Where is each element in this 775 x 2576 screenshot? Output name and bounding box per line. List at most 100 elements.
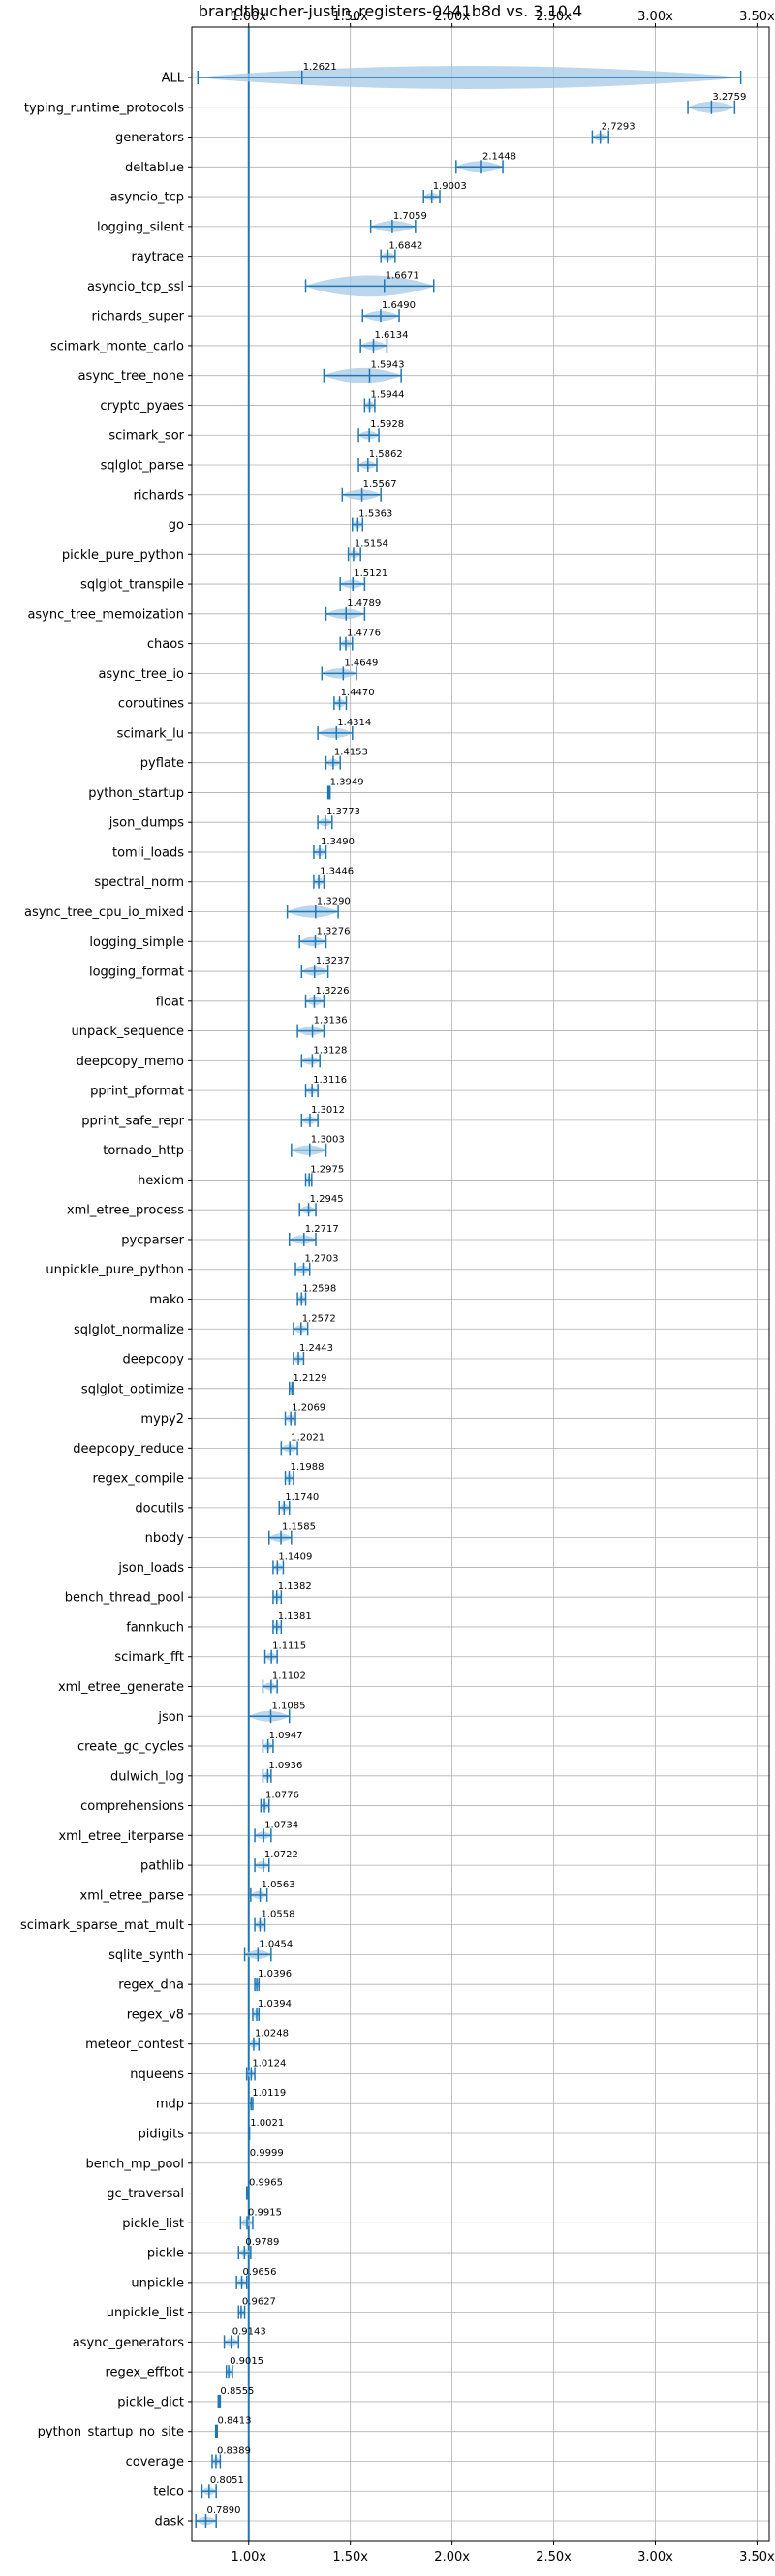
x-tick-label-bottom: 3.50x xyxy=(739,2550,775,2564)
mean-value-label: 1.1381 xyxy=(278,1611,312,1622)
benchmark-name-label: pprint_pformat xyxy=(90,1085,184,1099)
benchmark-name-label: python_startup_no_site xyxy=(38,2425,184,2439)
benchmark-name-label: regex_dna xyxy=(118,1978,184,1993)
mean-value-label: 1.0396 xyxy=(258,1969,292,1979)
mean-value-label: 0.9915 xyxy=(248,2207,282,2218)
mean-value-label: 1.1585 xyxy=(282,1522,316,1533)
mean-value-label: 1.3136 xyxy=(314,1016,348,1027)
benchmark-name-label: bench_mp_pool xyxy=(85,2157,184,2171)
mean-value-label: 0.8413 xyxy=(217,2416,251,2427)
benchmark-name-label: sqlglot_parse xyxy=(101,458,184,473)
mean-value-label: 0.9789 xyxy=(245,2237,279,2248)
mean-value-label: 1.0776 xyxy=(265,1791,299,1801)
mean-value-label: 1.5928 xyxy=(370,419,404,430)
benchmark-name-label: regex_effbot xyxy=(105,2366,184,2380)
x-tick-label-top: 3.50x xyxy=(739,10,775,24)
mean-value-label: 1.2598 xyxy=(302,1284,336,1295)
mean-value-label: 0.9656 xyxy=(243,2267,277,2278)
mean-value-label: 1.5943 xyxy=(370,360,404,371)
benchmark-name-label: pickle_dict xyxy=(117,2395,184,2409)
mean-value-label: 1.0563 xyxy=(262,1880,295,1890)
benchmark-name-label: pickle_pure_python xyxy=(62,548,184,563)
benchmark-name-label: bench_thread_pool xyxy=(65,1591,184,1606)
mean-value-label: 1.5363 xyxy=(358,509,392,520)
mean-value-label: 1.2069 xyxy=(292,1403,326,1414)
mean-value-label: 1.0394 xyxy=(258,1999,292,2009)
benchmark-name-label: generators xyxy=(115,131,184,145)
benchmark-name-label: pickle xyxy=(147,2247,184,2261)
benchmark-name-label: raytrace xyxy=(131,250,184,264)
benchmark-name-label: regex_compile xyxy=(92,1472,184,1487)
benchmark-name-label: logging_format xyxy=(89,966,184,980)
benchmark-name-label: async_tree_none xyxy=(78,369,184,383)
mean-value-label: 1.1740 xyxy=(285,1492,319,1503)
mean-value-label: 0.8389 xyxy=(217,2445,251,2456)
benchmark-name-label: chaos xyxy=(147,637,184,652)
mean-value-label: 1.0936 xyxy=(268,1761,302,1771)
mean-value-label: 1.2129 xyxy=(293,1373,326,1384)
mean-value-label: 1.1102 xyxy=(272,1671,306,1681)
mean-value-label: 1.4649 xyxy=(344,658,378,668)
benchmark-name-label: spectral_norm xyxy=(94,875,184,890)
mean-value-label: 1.2975 xyxy=(310,1164,344,1175)
benchmark-name-label: async_tree_cpu_io_mixed xyxy=(24,905,184,920)
mean-value-label: 1.0248 xyxy=(255,2029,289,2039)
mean-value-label: 1.3446 xyxy=(320,867,354,877)
mean-value-label: 1.9003 xyxy=(433,181,467,192)
benchmark-name-label: create_gc_cycles xyxy=(78,1740,184,1755)
benchmark-name-label: deltablue xyxy=(125,161,184,175)
benchmark-name-label: typing_runtime_protocols xyxy=(24,101,184,115)
benchmark-name-label: float xyxy=(156,995,184,1009)
benchmark-name-label: scimark_fft xyxy=(114,1650,184,1665)
mean-value-label: 1.1988 xyxy=(290,1462,324,1473)
mean-value-label: 1.1382 xyxy=(278,1581,312,1592)
mean-value-label: 1.0947 xyxy=(269,1731,303,1741)
mean-value-label: 1.4470 xyxy=(341,688,375,698)
mean-value-label: 2.1448 xyxy=(482,151,516,162)
mean-value-label: 1.6134 xyxy=(374,330,408,341)
mean-value-label: 1.3276 xyxy=(317,926,351,936)
benchmark-name-label: deepcopy_memo xyxy=(77,1055,184,1069)
mean-value-label: 0.8555 xyxy=(220,2386,254,2397)
benchmark-name-label: xml_etree_parse xyxy=(80,1888,184,1903)
mean-value-label: 1.3226 xyxy=(315,986,349,997)
benchmark-name-label: richards xyxy=(134,488,185,503)
mean-value-label: 1.2021 xyxy=(291,1432,325,1443)
mean-value-label: 1.2717 xyxy=(305,1224,339,1235)
x-tick-label-bottom: 1.00x xyxy=(231,2550,266,2564)
benchmark-name-label: meteor_contest xyxy=(85,2038,184,2052)
mean-value-label: 1.6490 xyxy=(382,300,416,311)
x-tick-label-top: 2.00x xyxy=(434,10,470,24)
benchmark-name-label: python_startup xyxy=(88,786,184,801)
benchmark-name-label: xml_etree_generate xyxy=(58,1680,184,1695)
plot-frame xyxy=(191,26,770,2542)
benchmark-name-label: sqlglot_optimize xyxy=(81,1382,184,1396)
benchmark-name-label: richards_super xyxy=(91,310,184,324)
mean-value-label: 1.3012 xyxy=(311,1105,345,1116)
benchmark-name-label: coverage xyxy=(126,2455,184,2469)
benchmark-name-label: async_tree_io xyxy=(98,667,184,682)
x-tick-label-bottom: 2.00x xyxy=(434,2550,470,2564)
mean-value-label: 1.2945 xyxy=(310,1194,344,1205)
mean-value-label: 1.0722 xyxy=(264,1850,298,1860)
benchmark-name-label: scimark_monte_carlo xyxy=(50,339,184,353)
mean-value-label: 1.3116 xyxy=(313,1075,347,1086)
benchmark-name-label: coroutines xyxy=(118,697,184,712)
mean-value-label: 0.7890 xyxy=(206,2505,240,2516)
benchmark-name-label: ALL xyxy=(162,72,185,86)
benchmark-name-label: scimark_sparse_mat_mult xyxy=(20,1918,184,1933)
mean-value-label: 1.5121 xyxy=(354,568,388,579)
benchmark-name-label: gc_traversal xyxy=(107,2187,184,2201)
benchmark-name-label: sqlglot_normalize xyxy=(74,1323,184,1337)
benchmark-name-label: dulwich_log xyxy=(110,1769,184,1784)
benchmark-name-label: pathlib xyxy=(140,1859,184,1874)
mean-value-label: 1.7059 xyxy=(393,211,427,222)
benchmark-name-label: deepcopy xyxy=(122,1353,184,1367)
mean-value-label: 1.6671 xyxy=(386,270,419,281)
mean-value-label: 1.2443 xyxy=(299,1343,333,1354)
benchmark-name-label: go xyxy=(169,518,184,533)
mean-value-label: 0.9143 xyxy=(232,2326,266,2337)
grid-layer xyxy=(192,27,769,2541)
benchmark-name-label: mako xyxy=(149,1293,184,1307)
mean-value-label: 1.4153 xyxy=(334,748,368,758)
